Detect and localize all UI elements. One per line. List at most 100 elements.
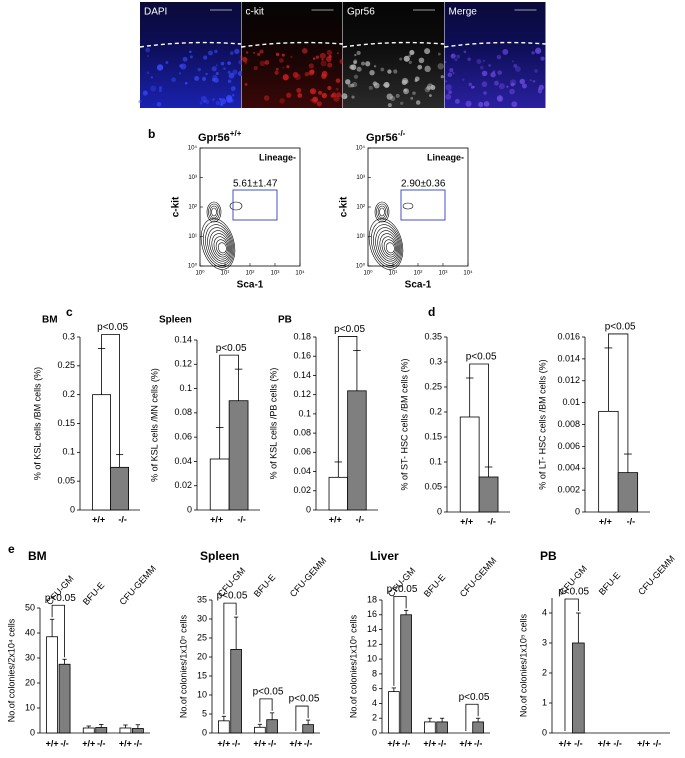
contour	[402, 202, 414, 210]
y-tick-label: 16	[367, 609, 377, 619]
gate-value: 5.61±1.47	[233, 179, 278, 190]
gate	[232, 189, 278, 221]
bar	[388, 691, 400, 734]
bar	[472, 721, 484, 734]
y-tick-label: 0.02	[293, 485, 311, 495]
bar	[328, 476, 349, 511]
micrograph: DAPI	[138, 2, 244, 108]
x-axis-label: Sca-1	[405, 280, 432, 291]
gate-label: Lineage-	[427, 152, 464, 162]
cell	[490, 72, 496, 78]
series-label: +/+	[637, 738, 650, 748]
series-label: +/+	[253, 738, 266, 748]
series-label: -/-	[574, 738, 583, 748]
cell	[452, 71, 455, 75]
y-tick-label: 0.08	[293, 427, 311, 437]
y-tick-label: 15	[197, 670, 207, 680]
y-tick-label: 0	[306, 504, 311, 514]
y-tick-label: 0.05	[424, 481, 442, 491]
cell	[286, 65, 290, 69]
cell	[194, 75, 200, 82]
y-tick-label: 10²	[356, 205, 365, 211]
cell	[387, 69, 392, 74]
y-tick-label: 0.04	[174, 456, 192, 466]
cell	[316, 101, 322, 107]
series-label: -/-	[474, 738, 483, 748]
y-axis-label: No.of colonies/1x10⁵ cells	[178, 614, 188, 718]
cell	[234, 48, 240, 55]
cell	[347, 83, 352, 88]
series-label: -/-	[232, 738, 241, 748]
cell	[437, 52, 441, 56]
y-tick-label: 0.006	[557, 441, 580, 451]
chart-title: PB	[540, 549, 557, 563]
y-tick-label: 10⁴	[188, 145, 198, 152]
series-label: +/+	[598, 738, 611, 748]
cell	[496, 54, 502, 60]
x-tick-label: -/-	[118, 514, 127, 524]
cell	[212, 98, 215, 101]
cell	[356, 66, 362, 72]
y-tick-label: 0.05	[57, 476, 75, 486]
y-tick-label: 0.15	[57, 418, 75, 428]
contour	[374, 201, 390, 223]
y-tick-label: 0.002	[557, 485, 580, 495]
cell	[150, 76, 153, 79]
y-tick-label: 10¹	[188, 234, 197, 240]
y-tick-label: 20	[25, 677, 35, 687]
series-label: +/+	[289, 738, 302, 748]
significance-label: p<0.05	[334, 324, 365, 335]
error-bar	[353, 350, 361, 391]
x-tick-label: -/-	[237, 514, 246, 524]
x-tick-label: 10²	[246, 271, 255, 277]
series-label: +/+	[46, 738, 59, 748]
significance-bracket	[337, 336, 358, 462]
y-tick-label: 25	[197, 632, 207, 642]
y-tick-label: 0.3	[429, 356, 442, 366]
error-bar	[334, 461, 343, 478]
y-tick-label: 20	[197, 651, 207, 661]
cell	[519, 78, 526, 85]
y-tick-label: 0.15	[424, 431, 442, 441]
cell	[412, 91, 416, 95]
cell	[449, 68, 454, 73]
y-tick-label: 0.1	[62, 447, 75, 457]
x-tick-label: 10⁴	[463, 270, 473, 277]
significance-label: p<0.05	[558, 587, 589, 598]
cell	[308, 63, 314, 69]
cell	[353, 74, 359, 79]
error-bar	[575, 612, 581, 643]
x-tick-label: 10³	[439, 271, 448, 277]
flow-title-sup: -/-	[398, 129, 406, 138]
significance-bracket	[259, 698, 273, 723]
significance-bracket	[51, 604, 65, 658]
chart-title: PB	[278, 315, 292, 326]
cell	[409, 49, 415, 56]
cell	[333, 95, 340, 102]
bar	[58, 663, 71, 734]
cell	[447, 72, 453, 78]
bar	[459, 416, 480, 513]
category-label: CFU-GEMM	[117, 563, 158, 606]
y-tick-label: 0.14	[174, 334, 192, 344]
cell	[456, 54, 461, 59]
cell	[380, 67, 385, 72]
significance-label: p<0.05	[45, 593, 76, 604]
error-bar	[475, 717, 481, 722]
cell	[200, 95, 207, 102]
y-tick-label: 0.1	[298, 408, 311, 418]
x-tick-label: -/-	[487, 516, 496, 526]
cell	[156, 102, 162, 107]
cell	[214, 49, 218, 54]
flow-frame	[199, 147, 301, 267]
cell	[230, 86, 236, 91]
cell	[245, 51, 249, 54]
cell	[415, 100, 421, 105]
y-tick-label: 0	[30, 727, 35, 737]
cell	[502, 48, 509, 55]
flow-frame	[367, 147, 469, 267]
series-label: +/+	[459, 738, 472, 748]
cell	[483, 91, 487, 95]
cell	[400, 101, 404, 105]
y-tick-label: 0.08	[174, 407, 192, 417]
